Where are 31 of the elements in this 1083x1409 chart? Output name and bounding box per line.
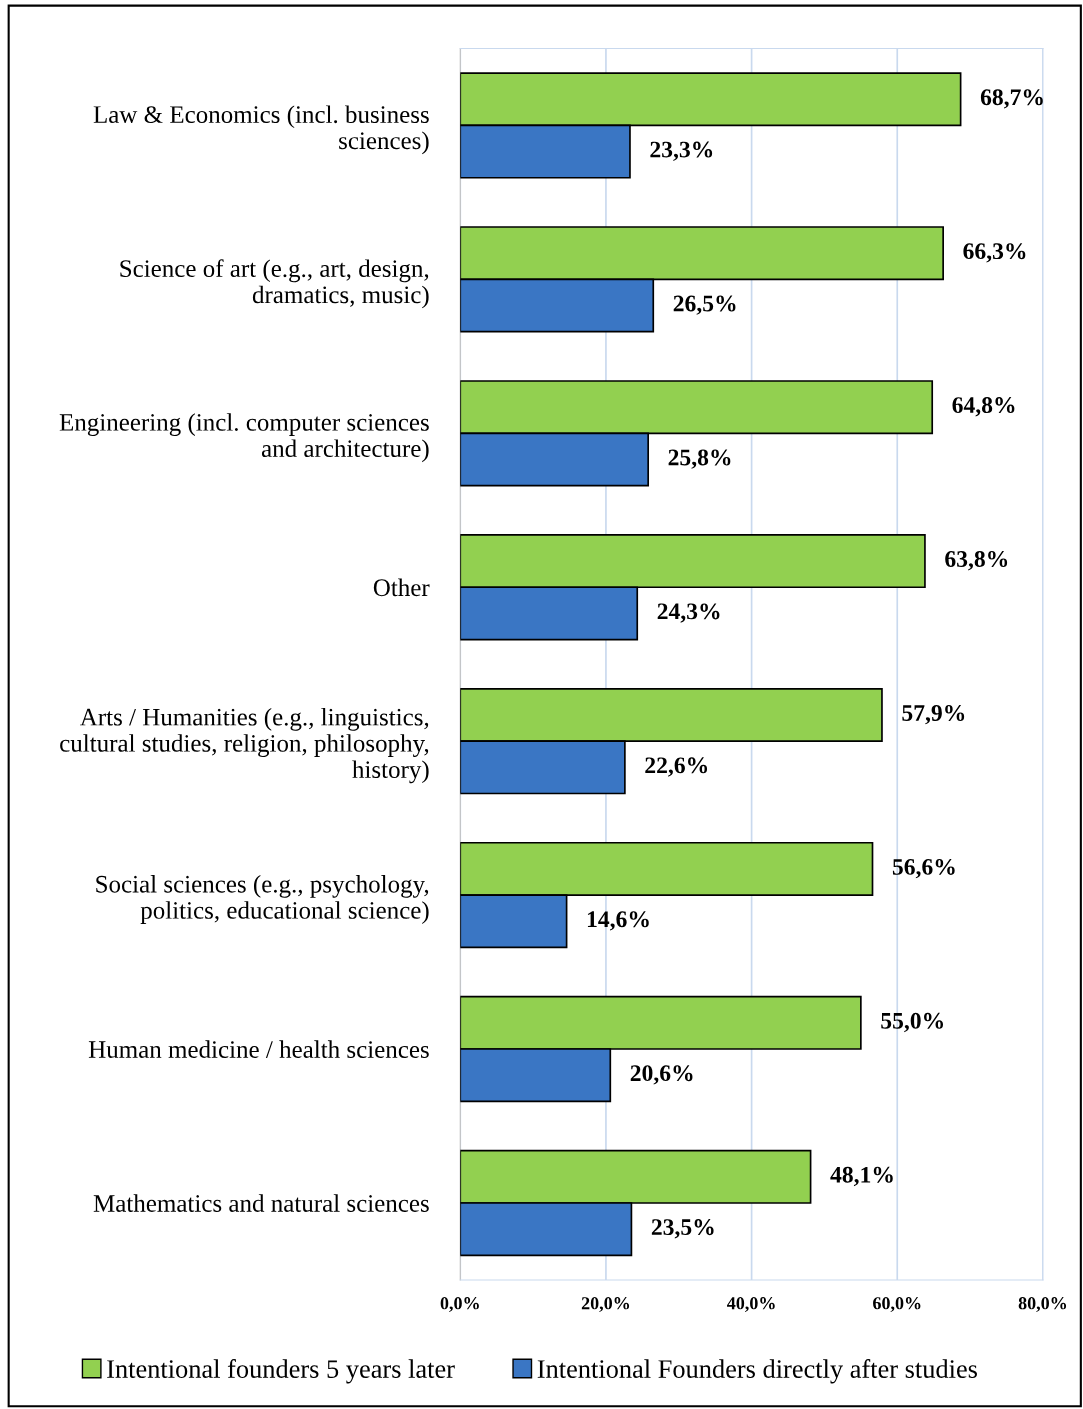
x-tick-label: 0,0% [440, 1297, 479, 1312]
x-tick-label: 20,0% [581, 1297, 630, 1312]
data-label: 63,8% [945, 551, 1008, 571]
data-label: 64,8% [952, 397, 1015, 417]
y-tick-label: Science of art (e.g., art, design, dramatics, music) [120, 259, 429, 309]
x-tick-label: 60,0% [873, 1297, 921, 1312]
legend-label: Intentional founders 5 years later [107, 1359, 455, 1384]
y-tick-label: Engineering (incl. computer sciences and architecture) [59, 413, 429, 463]
data-label: 68,7% [980, 89, 1043, 109]
y-tick-label: Law & Economics (incl. business sciences) [93, 105, 429, 155]
data-label: 22,6% [645, 757, 708, 777]
y-tick-label: Mathematics and natural sciences [93, 1194, 429, 1212]
data-label: 57,9% [902, 704, 965, 725]
x-tick-label: 40,0% [727, 1297, 775, 1312]
data-label: 14,6% [587, 911, 649, 931]
x-tick-label: 80,0% [1018, 1297, 1067, 1312]
data-label: 56,6% [892, 858, 955, 879]
data-label: 48,1% [830, 1166, 893, 1187]
y-tick-label: Other [373, 578, 430, 597]
data-label: 55,0% [881, 1012, 944, 1033]
y-tick-label: Arts / Humanities (e.g., linguistics, cultural studies, religion, philosophy, history) [60, 708, 429, 784]
data-label: 20,6% [630, 1065, 693, 1085]
data-label: 66,3% [963, 243, 1026, 263]
data-label: 24,3% [657, 603, 720, 623]
data-label: 23,3% [650, 141, 713, 161]
data-label: 26,5% [673, 295, 736, 315]
legend-label: Intentional Founders directly after studies [537, 1359, 977, 1384]
data-label: 25,8% [668, 449, 731, 469]
y-tick-label: Social sciences (e.g., psychology, politics, educational science) [96, 875, 429, 924]
y-tick-label: Human medicine / health sciences [88, 1040, 429, 1058]
data-label: 23,5% [651, 1219, 714, 1239]
